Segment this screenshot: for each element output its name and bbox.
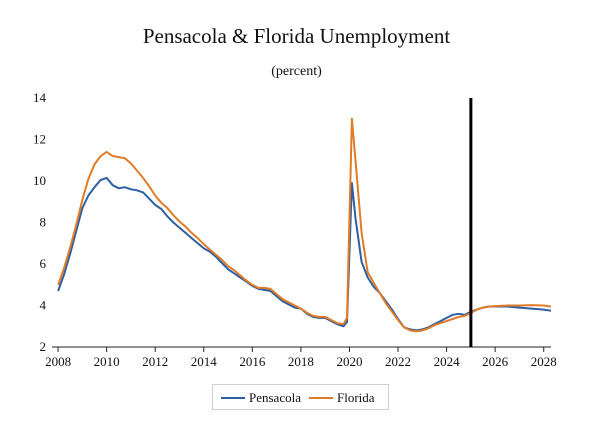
series-line-florida [57, 117, 552, 333]
y-tick-label: 4 [40, 298, 47, 313]
legend-label-pensacola: Pensacola [249, 390, 301, 405]
y-tick-label: 6 [40, 256, 47, 271]
x-tick-label: 2012 [142, 354, 168, 369]
legend-label-florida: Florida [337, 390, 375, 405]
x-tick-label: 2016 [239, 354, 266, 369]
chart-title: Pensacola & Florida Unemployment [142, 24, 451, 48]
x-tick-label: 2028 [531, 354, 557, 369]
legend-swatch-florida [309, 397, 333, 399]
x-tick-label: 2008 [45, 354, 71, 369]
y-tick-label: 12 [33, 132, 46, 147]
chart-axes: 2008 2010 2012 2014 2016 2018 2020 2022 2024 2026… [33, 90, 557, 369]
legend-item-pensacola: Pensacola [221, 390, 301, 406]
x-tick-label: 2010 [94, 354, 120, 369]
series-line-pensacola [57, 176, 552, 332]
x-tick-label: 2018 [288, 354, 314, 369]
legend-swatch-pensacola [221, 397, 245, 399]
y-tick-label: 14 [33, 90, 47, 105]
y-tick-label: 10 [33, 173, 46, 188]
x-tick-label: 2022 [385, 354, 411, 369]
chart-series [57, 117, 552, 333]
x-tick-label: 2024 [434, 354, 461, 369]
y-tick-label: 8 [40, 215, 47, 230]
legend-item-florida: Florida [309, 390, 375, 406]
chart-subtitle: (percent) [271, 64, 322, 79]
x-tick-label: 2026 [482, 354, 509, 369]
x-tick-label: 2020 [336, 354, 362, 369]
x-tick-label: 2014 [191, 354, 218, 369]
legend: Pensacola Florida [212, 384, 389, 410]
y-tick-label: 2 [40, 339, 47, 354]
